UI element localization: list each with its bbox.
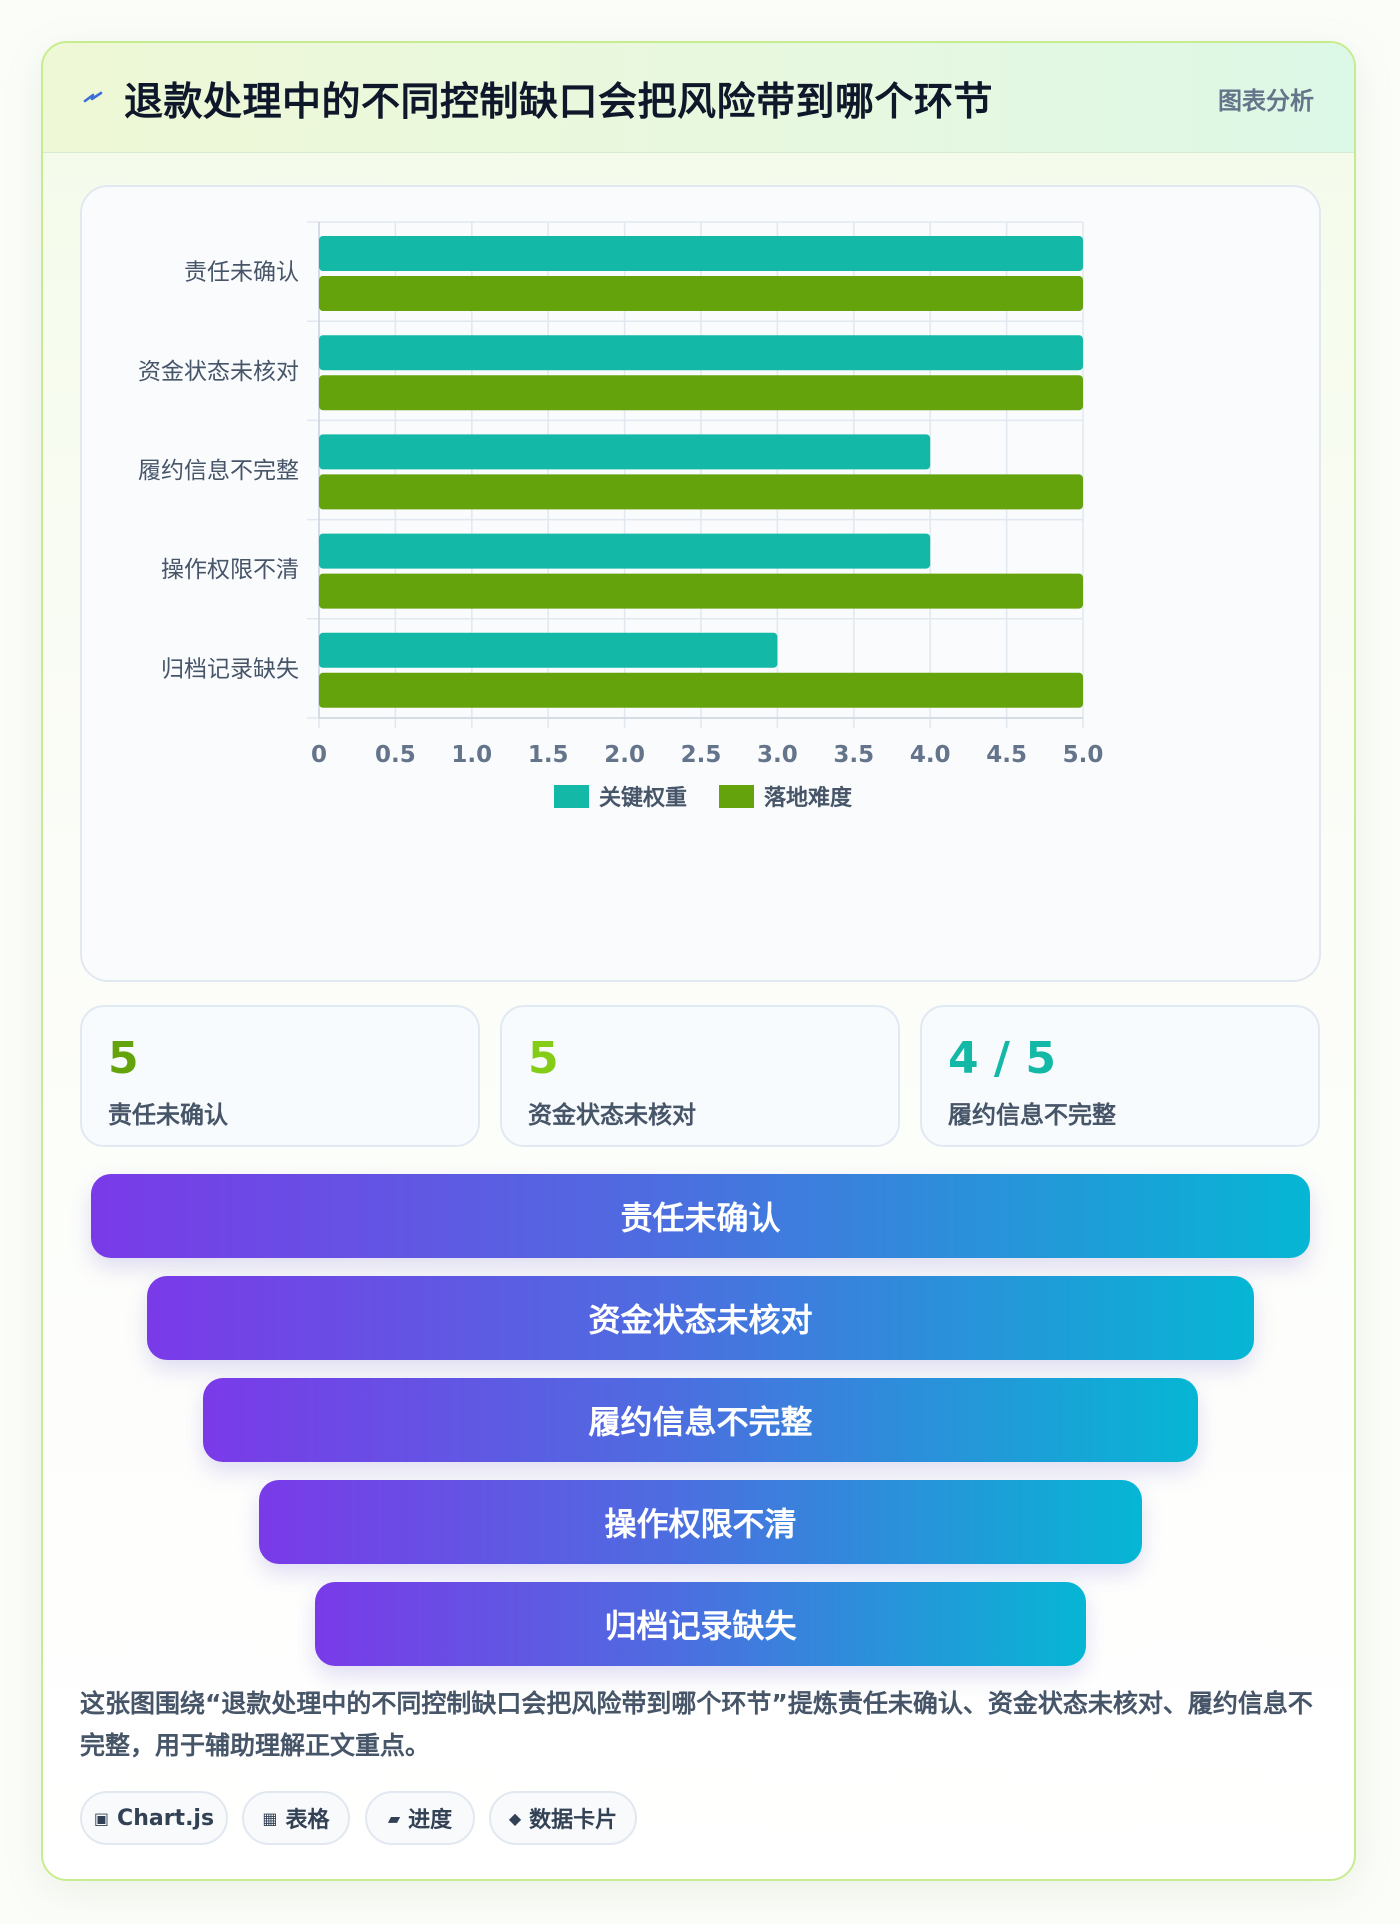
x-tick-label: 1.5 xyxy=(528,742,569,768)
bar-difficulty xyxy=(319,474,1083,510)
bar-weight xyxy=(319,632,778,668)
chart-icon: ▣ xyxy=(93,1808,110,1828)
chip-progress[interactable]: ▰ 进度 xyxy=(365,1791,475,1845)
bar-weight xyxy=(319,236,1083,271)
x-tick-label: 5.0 xyxy=(1063,742,1104,768)
page-title: 退款处理中的不同控制缺口会把风险带到哪个环节 xyxy=(124,80,994,125)
legend-swatch xyxy=(554,785,589,808)
bar-difficulty xyxy=(319,573,1083,609)
x-tick-label: 2.0 xyxy=(604,742,645,768)
legend-label: 落地难度 xyxy=(764,785,853,811)
chip-data-card[interactable]: ◆ 数据卡片 xyxy=(489,1791,637,1845)
x-tick-label: 4.5 xyxy=(986,742,1027,768)
bar-chart: 0 0.5 1.0 1.5 2.0 2.5 3.0 3.5 4.0 4.5 5.0 责任未确认资金状态… xyxy=(138,221,1104,811)
bar-weight xyxy=(319,434,931,470)
chip-label: 表格 xyxy=(285,1808,330,1833)
description-text: 这张图围绕“退款处理中的不同控制缺口会把风险带到哪个环节”提炼责任未确认、资金状… xyxy=(80,1689,1313,1760)
chart-panel: 0 0.5 1.0 1.5 2.0 2.5 3.0 3.5 4.0 4.5 5.0 责任未确认资金状态… xyxy=(80,185,1321,982)
x-tick-label: 3.5 xyxy=(833,742,874,768)
bar-weight xyxy=(319,335,1083,371)
chip-label: 进度 xyxy=(408,1808,453,1833)
stat-value: 5 xyxy=(528,1033,559,1084)
legend-label: 关键权重 xyxy=(599,785,687,811)
bar-difficulty xyxy=(319,276,1083,311)
x-tick-label: 1.0 xyxy=(451,742,492,768)
x-tick-label: 4.0 xyxy=(910,742,951,768)
funnel-step-4: 操作权限不清 xyxy=(259,1480,1142,1564)
x-tick-label: 0.5 xyxy=(375,742,416,768)
lightning-icon xyxy=(83,91,103,103)
x-tick-label: 3.0 xyxy=(757,742,798,768)
stat-value: 4 / 5 xyxy=(948,1033,1056,1084)
chip-label: 数据卡片 xyxy=(529,1808,618,1833)
bar-difficulty xyxy=(319,672,1083,708)
legend-swatch xyxy=(719,785,754,808)
card-icon: ◆ xyxy=(508,1808,522,1828)
bar-weight xyxy=(319,533,931,569)
x-tick-label: 0 xyxy=(311,742,327,768)
table-icon: ▦ xyxy=(262,1808,278,1828)
main-card: 退款处理中的不同控制缺口会把风险带到哪个环节 图表分析 0 0.5 1.0 1.5 2.… xyxy=(41,41,1356,1881)
y-category-label: 资金状态未核对 xyxy=(138,359,299,385)
bar-difficulty xyxy=(319,375,1083,411)
chip-chartjs[interactable]: ▣ Chart.js xyxy=(80,1791,228,1845)
funnel-step-3: 履约信息不完整 xyxy=(203,1378,1198,1462)
funnel-step-5: 归档记录缺失 xyxy=(315,1582,1086,1666)
card-header: 退款处理中的不同控制缺口会把风险带到哪个环节 图表分析 xyxy=(43,43,1354,153)
stat-card-2: 5 资金状态未核对 xyxy=(500,1005,900,1147)
chip-table[interactable]: ▦ 表格 xyxy=(242,1791,350,1845)
progress-icon: ▰ xyxy=(387,1808,401,1828)
stat-label: 资金状态未核对 xyxy=(528,1101,696,1129)
stat-label: 责任未确认 xyxy=(108,1101,228,1129)
stat-value: 5 xyxy=(108,1033,139,1084)
funnel-step-1: 责任未确认 xyxy=(91,1174,1310,1258)
chip-label: Chart.js xyxy=(117,1805,215,1831)
y-category-label: 责任未确认 xyxy=(184,260,299,286)
stat-label: 履约信息不完整 xyxy=(948,1101,1116,1129)
y-category-label: 履约信息不完整 xyxy=(138,458,299,484)
stat-card-3: 4 / 5 履约信息不完整 xyxy=(920,1005,1320,1147)
y-category-label: 操作权限不清 xyxy=(161,557,299,583)
header-tag: 图表分析 xyxy=(1218,87,1314,115)
stat-card-1: 5 责任未确认 xyxy=(80,1005,480,1147)
y-category-label: 归档记录缺失 xyxy=(161,656,299,682)
funnel-step-2: 资金状态未核对 xyxy=(147,1276,1254,1360)
x-tick-label: 2.5 xyxy=(681,742,722,768)
